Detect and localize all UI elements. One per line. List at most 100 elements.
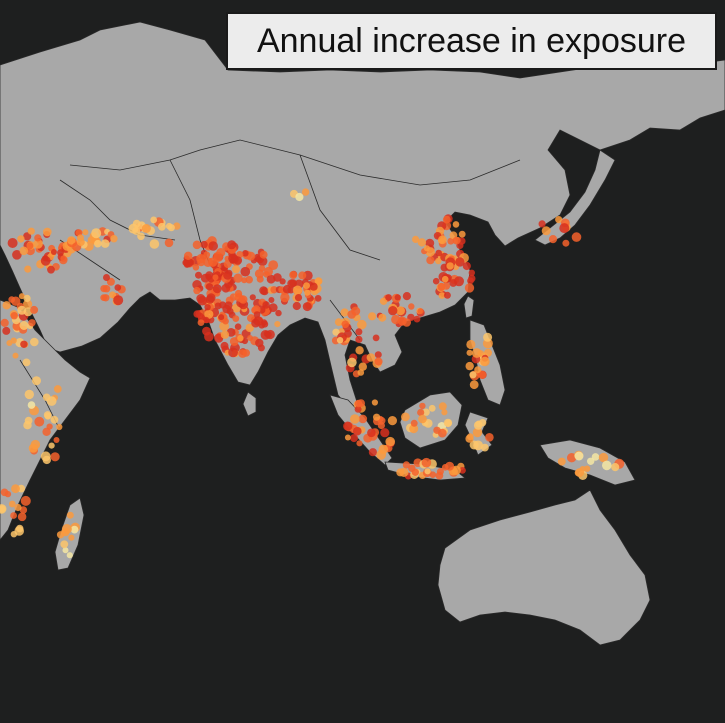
exposure-point	[12, 352, 19, 359]
exposure-point	[471, 348, 482, 358]
exposure-point	[396, 468, 405, 477]
exposure-point	[437, 282, 446, 291]
exposure-point	[17, 235, 25, 243]
exposure-point	[214, 302, 222, 310]
landmasses	[0, 21, 725, 646]
exposure-point	[371, 399, 378, 406]
exposure-point	[60, 540, 69, 549]
exposure-point	[42, 255, 49, 262]
exposure-point	[379, 297, 388, 305]
exposure-point	[22, 358, 31, 367]
exposure-point	[438, 402, 447, 411]
exposure-point	[433, 426, 441, 434]
exposure-point	[469, 371, 477, 379]
exposure-point	[158, 222, 166, 231]
exposure-point	[53, 437, 60, 443]
exposure-point	[266, 274, 276, 284]
exposure-point	[426, 256, 435, 265]
exposure-point	[192, 280, 202, 290]
exposure-point	[28, 443, 38, 453]
exposure-point	[61, 524, 72, 534]
exposure-point	[598, 452, 609, 463]
exposure-point	[30, 337, 39, 347]
map-title-box: Annual increase in exposure	[226, 12, 717, 70]
exposure-point	[23, 421, 32, 430]
exposure-point	[275, 309, 282, 317]
exposure-point	[268, 303, 278, 312]
exposure-point	[412, 235, 420, 243]
exposure-point	[343, 421, 353, 431]
exposure-point	[409, 424, 419, 434]
exposure-point	[368, 312, 377, 321]
exposure-point	[245, 323, 254, 333]
exposure-point	[66, 511, 74, 519]
exposure-point	[474, 366, 482, 374]
exposure-point	[242, 349, 250, 357]
exposure-point	[391, 314, 401, 325]
exposure-point	[173, 222, 181, 230]
exposure-point	[18, 293, 25, 300]
exposure-point	[295, 192, 304, 202]
exposure-point	[251, 318, 260, 328]
exposure-point	[183, 261, 191, 268]
exposure-point	[366, 353, 376, 362]
exposure-point	[23, 294, 31, 302]
exposure-point	[240, 266, 251, 277]
exposure-point	[446, 262, 454, 270]
exposure-point	[611, 463, 620, 472]
exposure-point	[443, 291, 451, 299]
exposure-point	[355, 328, 363, 336]
exposure-point	[265, 329, 275, 340]
exposure-point	[230, 255, 239, 264]
exposure-point	[19, 506, 28, 514]
exposure-point	[47, 265, 55, 274]
exposure-point	[258, 265, 266, 272]
exposure-point	[27, 227, 35, 235]
exposure-point	[34, 416, 45, 427]
exposure-point	[298, 271, 307, 280]
exposure-point	[442, 215, 451, 224]
exposure-point	[110, 235, 118, 243]
land-japan	[534, 149, 616, 246]
exposure-point	[353, 426, 362, 436]
exposure-point	[314, 278, 322, 286]
exposure-point	[197, 258, 206, 267]
exposure-point	[472, 427, 483, 438]
exposure-point	[60, 255, 67, 262]
exposure-point	[303, 282, 310, 289]
exposure-point	[237, 335, 244, 342]
exposure-point	[23, 232, 32, 241]
exposure-point	[222, 304, 231, 314]
exposure-point	[587, 457, 595, 465]
exposure-point	[141, 224, 151, 233]
exposure-point	[559, 223, 570, 234]
exposure-point	[167, 224, 175, 232]
exposure-point	[287, 286, 295, 294]
exposure-point	[223, 260, 232, 269]
exposure-point	[452, 221, 460, 228]
exposure-point	[68, 534, 75, 541]
exposure-point	[341, 320, 350, 329]
exposure-point	[454, 276, 464, 287]
exposure-point	[259, 286, 268, 295]
exposure-point	[354, 399, 363, 408]
exposure-point	[376, 449, 387, 460]
exposure-point	[332, 328, 340, 336]
exposure-point	[100, 294, 108, 301]
exposure-point	[428, 404, 436, 412]
exposure-point	[253, 311, 261, 318]
exposure-point	[401, 412, 410, 422]
exposure-point	[8, 296, 15, 303]
exposure-point	[10, 512, 17, 519]
exposure-point	[385, 294, 392, 301]
exposure-point	[234, 293, 243, 302]
exposure-point	[202, 316, 210, 324]
exposure-point	[374, 351, 382, 359]
exposure-point	[24, 389, 34, 400]
exposure-point	[268, 297, 275, 303]
exposure-point	[184, 251, 193, 260]
exposure-point	[418, 414, 427, 424]
exposure-point	[402, 318, 412, 327]
exposure-point	[355, 346, 364, 355]
